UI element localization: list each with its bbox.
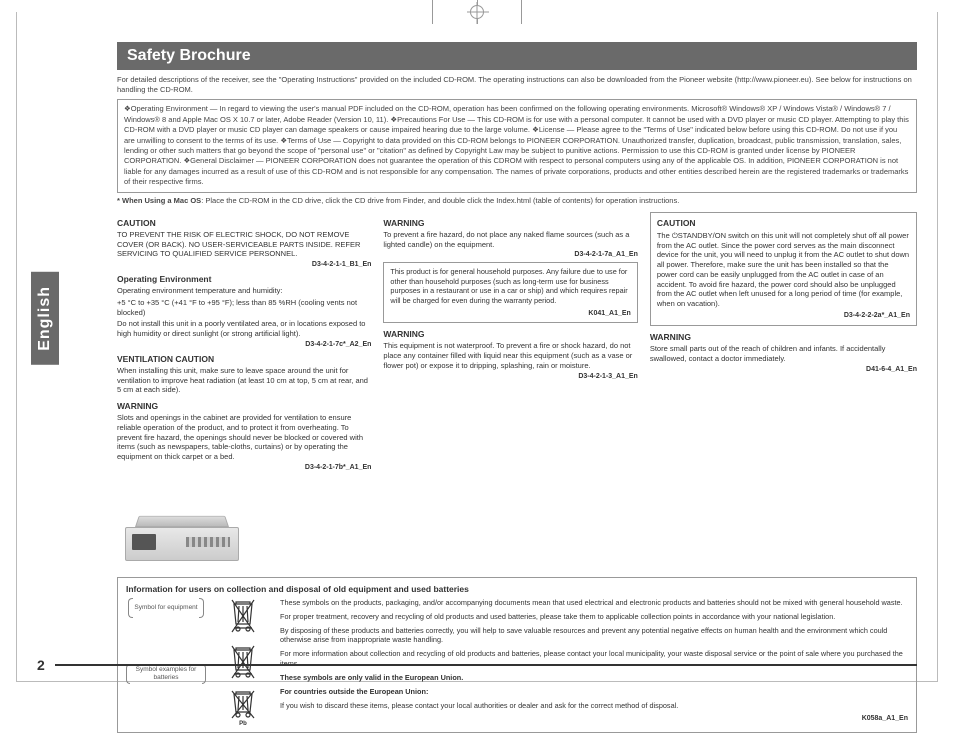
- openv-text-3: Do not install this unit in a poorly ven…: [117, 319, 371, 339]
- caution-text: TO PREVENT THE RISK OF ELECTRIC SHOCK, D…: [117, 230, 371, 259]
- page-frame: Safety Brochure For detailed description…: [16, 12, 938, 682]
- warning-heading: WARNING: [383, 218, 637, 228]
- page-number: 2: [37, 657, 45, 673]
- openv-text-2: +5 °C to +35 °C (+41 °F to +95 °F); less…: [117, 298, 371, 318]
- mac-note-text: : Place the CD-ROM in the CD drive, clic…: [201, 196, 679, 205]
- info-p2: For proper treatment, recovery and recyc…: [280, 612, 908, 622]
- symbol-icons-column: Pb: [218, 598, 268, 726]
- warning-text: Store small parts out of the reach of ch…: [650, 344, 917, 364]
- wheelie-bin-icon: [228, 644, 258, 680]
- standby-caution-box: CAUTION The ⏻STANDBY/ON switch on this u…: [650, 212, 917, 326]
- page-title: Safety Brochure: [117, 42, 917, 70]
- warning-text: To prevent a fire hazard, do not place a…: [383, 230, 637, 250]
- ref-code: D3-4-2-1-7a_A1_En: [383, 251, 637, 258]
- warning-heading: WARNING: [383, 329, 637, 339]
- wheelie-bin-pb-icon: Pb: [228, 690, 258, 726]
- product-illustration: [117, 499, 247, 569]
- symbol-label-batteries: Symbol examples for batteries: [126, 664, 206, 684]
- household-text: This product is for general household pu…: [390, 267, 627, 304]
- info-p3: By disposing of these products and batte…: [280, 626, 908, 646]
- ref-code: D3-4-2-1-7c*_A2_En: [117, 341, 371, 348]
- info-p1: These symbols on the products, packaging…: [280, 598, 908, 608]
- warning-text: Slots and openings in the cabinet are pr…: [117, 413, 371, 462]
- ref-code: K058a_A1_En: [280, 714, 908, 723]
- svg-text:Pb: Pb: [239, 721, 247, 726]
- ref-code: D3-4-2-1-1_B1_En: [117, 261, 371, 268]
- intro-block: For detailed descriptions of the receive…: [117, 75, 917, 206]
- language-tab: English: [31, 272, 59, 365]
- ref-code: D3-4-2-1-7b*_A1_En: [117, 464, 371, 471]
- mac-note-label: * When Using a Mac OS: [117, 196, 201, 205]
- openv-heading: Operating Environment: [117, 274, 371, 284]
- mac-note: * When Using a Mac OS: Place the CD-ROM …: [117, 196, 917, 206]
- caution-heading: CAUTION: [117, 218, 371, 228]
- info-text-column: These symbols on the products, packaging…: [280, 598, 908, 726]
- ref-code: D3-4-2-1-3_A1_En: [383, 373, 637, 380]
- column-1: CAUTION TO PREVENT THE RISK OF ELECTRIC …: [117, 212, 371, 569]
- disposal-info-box: Information for users on collection and …: [117, 577, 917, 733]
- warning-heading: WARNING: [117, 401, 371, 411]
- wheelie-bin-icon: [228, 598, 258, 634]
- column-3: CAUTION The ⏻STANDBY/ON switch on this u…: [650, 212, 917, 569]
- warning-text: This equipment is not waterproof. To pre…: [383, 341, 637, 370]
- page-number-rule: [55, 664, 917, 666]
- intro-box-text: ❖Operating Environment — In regard to vi…: [124, 104, 909, 186]
- household-box: This product is for general household pu…: [383, 262, 637, 323]
- info-p5: These symbols are only valid in the Euro…: [280, 673, 908, 683]
- ref-code: D41-6-4_A1_En: [650, 366, 917, 373]
- intro-box: ❖Operating Environment — In regard to vi…: [117, 99, 917, 193]
- info-title: Information for users on collection and …: [126, 584, 908, 594]
- caution-heading: CAUTION: [657, 218, 910, 229]
- symbol-labels-column: Symbol for equipment Symbol examples for…: [126, 598, 206, 726]
- info-p7: If you wish to discard these items, plea…: [280, 701, 908, 711]
- ref-code: K041_A1_En: [390, 309, 630, 318]
- openv-text-1: Operating environment temperature and hu…: [117, 286, 371, 296]
- ref-code: D3-4-2-2-2a*_A1_En: [657, 311, 910, 320]
- vent-heading: VENTILATION CAUTION: [117, 354, 371, 364]
- info-p6: For countries outside the European Union…: [280, 687, 908, 697]
- intro-text: For detailed descriptions of the receive…: [117, 75, 917, 95]
- columns: CAUTION TO PREVENT THE RISK OF ELECTRIC …: [117, 212, 917, 569]
- column-2: WARNING To prevent a fire hazard, do not…: [383, 212, 637, 569]
- caution-text: The ⏻STANDBY/ON switch on this unit will…: [657, 231, 910, 309]
- warning-heading: WARNING: [650, 332, 917, 342]
- symbol-label-equipment: Symbol for equipment: [126, 598, 206, 618]
- vent-text: When installing this unit, make sure to …: [117, 366, 371, 395]
